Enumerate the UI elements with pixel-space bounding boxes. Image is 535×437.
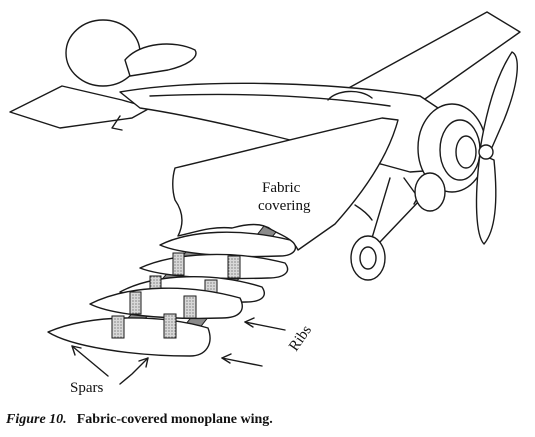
caption-text: Fabric-covered monoplane wing. xyxy=(76,412,273,427)
ribs-label: Ribs xyxy=(286,322,315,354)
engine-cowling xyxy=(417,103,487,193)
figure-number: Figure 10. xyxy=(6,412,67,427)
fabric-label-line1: Fabric xyxy=(262,180,301,196)
figure-caption: Figure 10. Fabric-covered monoplane wing. xyxy=(6,412,273,428)
wing-rib-2 xyxy=(139,252,289,280)
tail-fin xyxy=(124,43,197,77)
spars-arrows xyxy=(71,345,149,385)
landing-gear xyxy=(350,172,446,281)
propeller xyxy=(475,51,518,245)
pilot-head xyxy=(65,19,141,87)
ribs-arrows xyxy=(221,317,286,367)
wing-rib-5 xyxy=(47,313,211,357)
wing-rib-4 xyxy=(89,287,243,320)
wing-rib-1 xyxy=(159,231,297,258)
fabric-label-line2: covering xyxy=(258,198,311,214)
spars-label: Spars xyxy=(70,380,103,396)
